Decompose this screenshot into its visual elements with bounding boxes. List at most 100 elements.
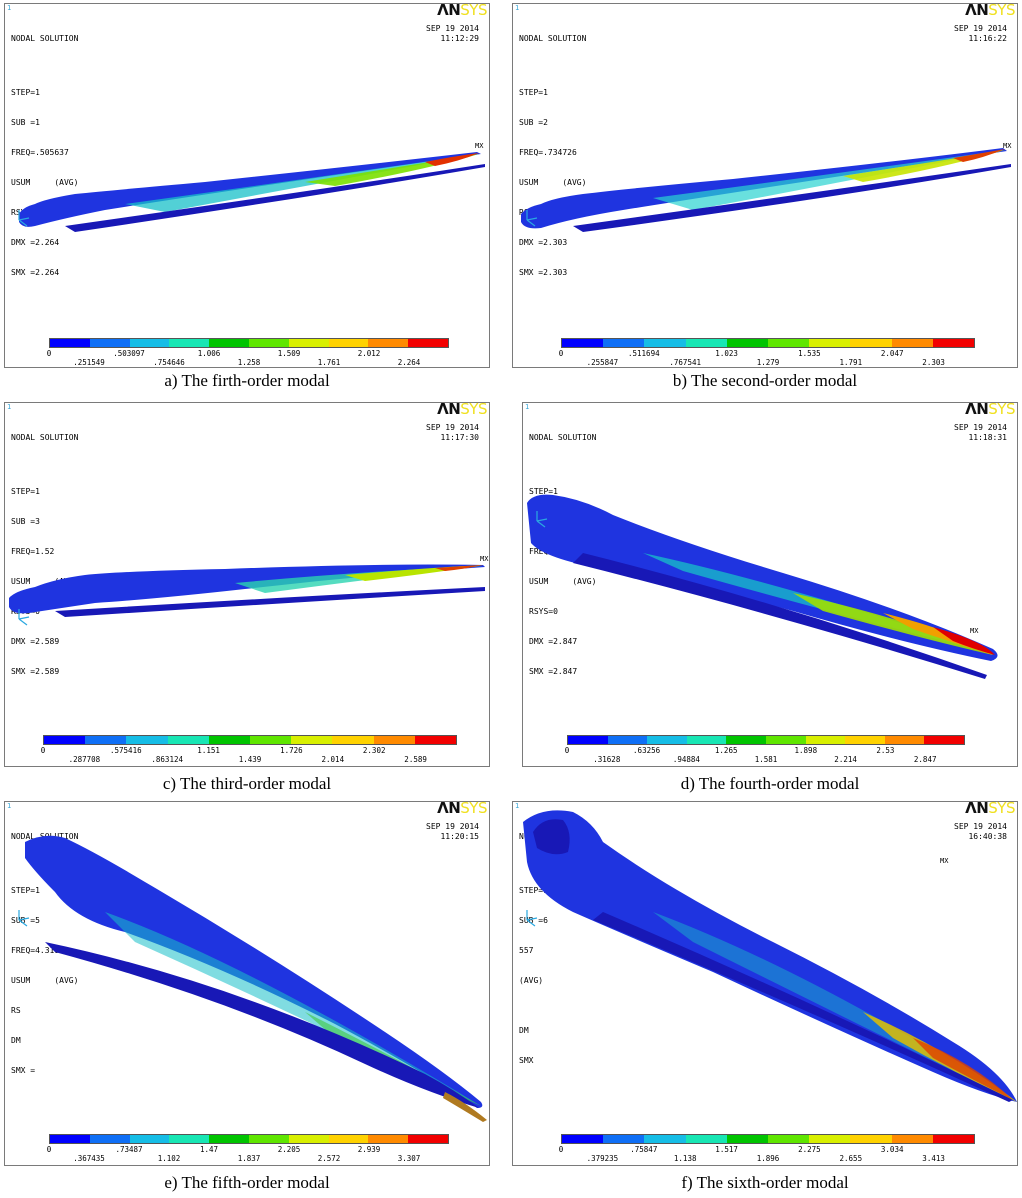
timestamp: SEP 19 2014 11:20:15 [426,822,479,842]
legend-tick-bottom: 2.014 [321,755,345,764]
legend-tick-bottom: .31628 [593,755,621,764]
legend-swatch [209,339,249,347]
legend-bar [43,735,457,745]
legend-tick-top: 0 [558,349,564,358]
legend-swatch [768,339,810,347]
solution-info: NODAL SOLUTION STEP=1 SUB =5 FREQ=4.319 … [11,812,78,1096]
color-legend: 0 .73487 1.47 2.205 2.939 .367435 1.102 1.837 2.… [46,1134,449,1164]
legend-tick-top: .75847 [630,1145,658,1154]
max-marker-label: MX [1003,142,1012,150]
legend-swatch [126,736,168,744]
legend-tick-top: 2.047 [880,349,904,358]
info-smx: SMX = [11,1066,36,1075]
legend-swatch [685,339,727,347]
color-legend: 0 .575416 1.151 1.726 2.302 .287708 .863124 1.4… [41,735,457,765]
legend-tick-bottom: 3.307 [397,1154,421,1163]
legend-tick-top: 1.151 [197,746,220,755]
info-step: STEP=1 [519,88,548,97]
modal-panel: 1 NODAL SOLUTION STEP=1 SUB =1 FREQ=.505… [4,3,490,368]
legend-tick-top: 2.205 [277,1145,301,1154]
legend-swatch [408,339,448,347]
modal-panel: 1 NODAL SOLUTION STEP=1 SUB =2 FREQ=.734… [512,3,1018,368]
legend-swatch [932,1135,975,1143]
info-sub: SUB =6 [519,916,548,925]
info-title: NODAL SOLUTION [529,433,597,442]
legend-swatch [209,1135,249,1143]
legend-bar [49,338,449,348]
window-number: 1 [7,4,12,12]
info-title: NODAL SOLUTION [519,34,587,43]
figure-caption: f) The sixth-order modal [681,1173,849,1192]
legend-tick-bottom: 1.761 [317,358,341,367]
legend-tick-bottom: 2.847 [913,755,937,764]
window-number: 1 [7,802,12,810]
legend-swatch [647,736,687,744]
legend-tick-bottom: 1.837 [237,1154,261,1163]
legend-tick-top: 1.023 [715,349,738,358]
legend-swatch [924,736,964,744]
legend-swatch [765,736,806,744]
legend-swatch [288,339,329,347]
blade-plot [18,152,485,232]
timestamp: SEP 19 2014 11:12:29 [426,24,479,44]
info-dmx: DMX =2.303 [519,238,568,247]
legend-tick-top: 2.53 [876,746,895,755]
legend-swatch [167,736,209,744]
legend-swatch [50,339,90,347]
info-dmx: DM [11,1036,21,1045]
info-dmx: DMX =2.589 [11,637,60,646]
legend-tick-bottom: .754646 [153,358,185,367]
legend-swatch [603,1135,645,1143]
ansys-logo: ΛNSYS [965,801,1015,817]
legend-bar [49,1134,449,1144]
legend-swatch [562,339,604,347]
legend-tick-top: 0 [46,1145,52,1154]
legend-tick-top: 1.509 [277,349,301,358]
ansys-logo: ΛNSYS [965,402,1015,418]
info-title: NODAL SOLUTION [11,433,79,442]
info-usum: USUM (AVG) [519,178,587,187]
legend-swatch [328,1135,369,1143]
info-smx: SMX =2.847 [529,667,578,676]
info-smx: SMX =2.264 [11,268,60,277]
info-sub: SUB =3 [11,517,40,526]
legend-swatch [850,339,892,347]
info-freq: FREQ=.505637 [11,148,69,157]
date-label: SEP 19 2014 [426,423,479,432]
info-sub: SUB =1 [11,118,40,127]
info-usum: USUM (AVG) [11,976,79,985]
ansys-logo: ΛNSYS [437,801,487,817]
blade-shape [523,810,1017,1102]
legend-tick-top: 2.012 [357,349,381,358]
modal-panel: 1 NODAL SOLUTION STEP=1 SUB =4 FREQ=2.78… [522,402,1018,767]
legend-tick-bottom: 2.572 [317,1154,341,1163]
window-number: 1 [525,403,530,411]
legend-tick-top: 0 [558,1145,564,1154]
legend-swatch [768,1135,810,1143]
timestamp: SEP 19 2014 16:40:38 [954,822,1007,842]
legend-tick-bottom: 1.258 [237,358,261,367]
legend-tick-bottom: 2.303 [922,358,945,367]
legend-bar [561,1134,975,1144]
time-label: 11:20:15 [440,832,479,841]
time-label: 11:18:31 [968,433,1007,442]
figure-caption: d) The fourth-order modal [680,774,860,793]
legend-tick-bottom: 2.589 [404,755,427,764]
info-usum: USUM (AVG) [529,577,597,586]
info-freq: 557 [519,946,534,955]
figure-caption: b) The second-order modal [672,371,858,390]
legend-tick-bottom: 2.264 [397,358,421,367]
axis-triad-icon [18,609,30,626]
legend-tick-bottom: .94884 [672,755,700,764]
legend-swatch [85,736,127,744]
legend-tick-bottom: 1.896 [756,1154,780,1163]
legend-tick-top: 2.275 [798,1145,821,1154]
figure-caption: c) The third-order modal [162,774,332,793]
legend-swatch [89,1135,130,1143]
legend-swatch [726,339,769,347]
modal-panel: 1 NODAL SOLUTION STEP=1 SUB =5 FREQ=4.31… [4,801,490,1166]
legend-swatch [250,736,292,744]
legend-tick-bottom: 1.102 [157,1154,181,1163]
legend-swatch [373,736,415,744]
max-marker-label: MX [940,857,949,865]
